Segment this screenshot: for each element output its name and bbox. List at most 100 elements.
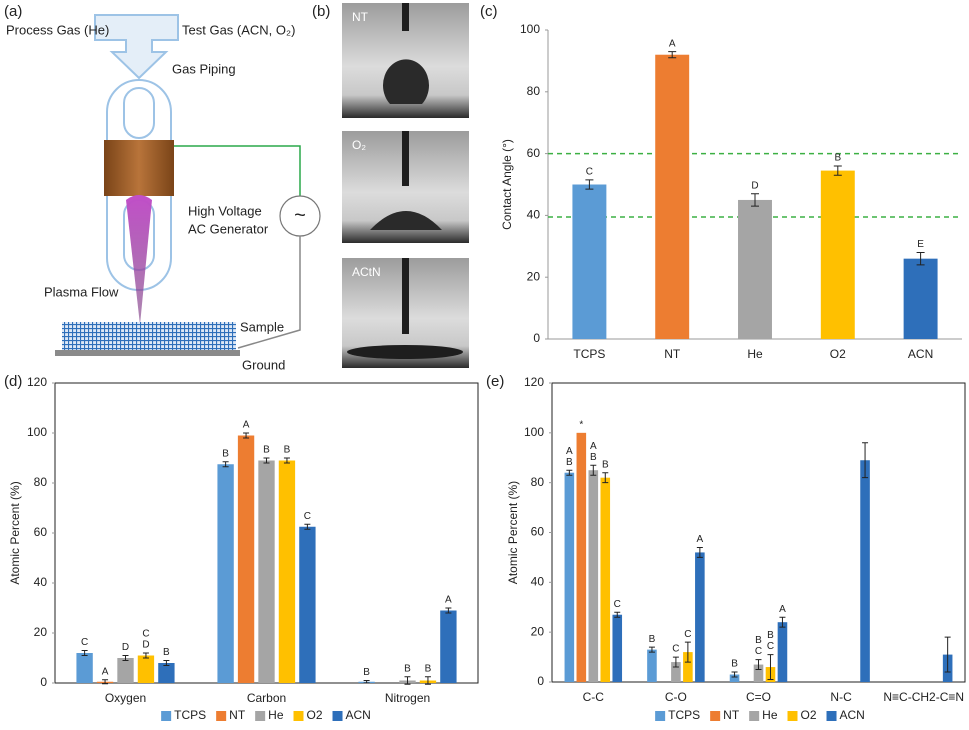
significance-label: B — [767, 630, 774, 641]
legend-label: ACN — [840, 708, 865, 722]
significance-label: * — [579, 419, 583, 430]
significance-label: C — [672, 644, 679, 655]
error-bar — [102, 679, 109, 685]
panel-label: (b) — [312, 3, 330, 20]
significance-label: A — [102, 666, 109, 677]
x-tick-label: TCPS — [573, 347, 605, 361]
significance-label: E — [917, 239, 924, 250]
bar — [777, 622, 788, 682]
error-bar — [122, 655, 129, 661]
legend-swatch — [749, 711, 760, 721]
error-bar — [424, 676, 431, 685]
significance-label: D — [142, 640, 149, 651]
x-tick-label: O2 — [830, 347, 846, 361]
error-bar — [585, 179, 594, 190]
legend-label: TCPS — [668, 708, 700, 722]
error-bar — [222, 461, 229, 468]
error-bar — [404, 676, 411, 685]
error-bar — [684, 641, 691, 663]
droplet — [347, 345, 463, 359]
bar — [753, 664, 764, 682]
bar — [738, 199, 772, 339]
bar — [647, 649, 657, 682]
significance-label: B — [404, 663, 411, 674]
significance-label: B — [263, 445, 270, 456]
y-tick-label: 40 — [527, 208, 541, 222]
error-bar — [668, 51, 677, 59]
label: High Voltage — [188, 203, 262, 218]
significance-label: B — [755, 635, 762, 646]
legend-label: ACN — [346, 708, 371, 722]
significance-label: A — [445, 595, 452, 606]
error-bar — [755, 659, 762, 671]
error-bar — [566, 469, 573, 476]
y-tick-label: 80 — [34, 475, 48, 489]
y-tick-label: 60 — [527, 146, 541, 160]
x-tick-label: Nitrogen — [385, 691, 430, 705]
bar — [820, 170, 855, 339]
legend: TCPS NT He O2 ACN — [161, 708, 371, 722]
needle — [402, 3, 409, 31]
legend-swatch — [161, 711, 172, 721]
x-tick-label: C-O — [665, 690, 687, 704]
y-tick-label: 20 — [527, 269, 541, 283]
x-tick-label: Carbon — [247, 691, 286, 705]
droplet — [370, 211, 442, 230]
bar — [572, 184, 607, 339]
panel-label: (a) — [4, 3, 22, 20]
bar — [695, 552, 705, 682]
label: Gas Piping — [172, 61, 236, 76]
legend-swatch — [255, 711, 266, 721]
significance-label: C — [304, 511, 311, 522]
error-bar — [142, 652, 149, 659]
bar — [655, 54, 690, 339]
error-bar — [614, 611, 621, 618]
y-axis-label: Atomic Percent (%) — [8, 481, 22, 584]
significance-label: B — [834, 153, 841, 164]
plasma-diagram: (a) Process Gas (He) Test Gas (ACN, O₂) … — [4, 3, 321, 372]
x-tick-label: He — [747, 347, 763, 361]
y-tick-label: 120 — [524, 375, 544, 389]
ac-symbol: ~ — [294, 204, 306, 226]
bar — [671, 662, 681, 682]
error-bar — [243, 432, 250, 439]
bar — [117, 658, 134, 683]
significance-label: C — [81, 637, 88, 648]
photo-label: ACtN — [352, 265, 381, 279]
label: Sample — [240, 319, 284, 334]
bar — [299, 526, 316, 683]
error-bar — [602, 472, 609, 484]
y-tick-label: 40 — [531, 575, 545, 589]
significance-label: C — [614, 599, 621, 610]
y-tick-label: 0 — [537, 674, 544, 688]
y-axis-label: Contact Angle (°) — [500, 139, 514, 230]
error-bar — [779, 616, 786, 628]
wire — [174, 145, 301, 196]
legend: TCPS NT He O2 ACN — [655, 708, 865, 722]
gas-pipe — [94, 14, 179, 80]
bar — [278, 460, 296, 683]
photo-label: NT — [352, 10, 369, 24]
error-bar — [304, 523, 311, 530]
significance-label: B — [163, 647, 170, 658]
significance-label: B — [649, 634, 656, 645]
y-tick-label: 40 — [34, 575, 48, 589]
bar — [158, 663, 175, 683]
significance-label: B — [731, 659, 738, 670]
panel-label: (e) — [486, 373, 504, 390]
significance-label: B — [602, 459, 609, 470]
legend-swatch — [332, 711, 343, 721]
y-tick-label: 0 — [533, 331, 540, 345]
photo-label: O₂ — [352, 138, 366, 152]
legend-swatch — [826, 711, 837, 721]
error-bar — [283, 457, 290, 464]
y-tick-label: 20 — [34, 625, 48, 639]
droplet-photos: (b) NT O₂ ACtN — [312, 3, 469, 368]
sample — [62, 322, 236, 350]
needle — [402, 258, 409, 334]
error-bar — [263, 457, 270, 464]
error-bar — [916, 251, 925, 266]
error-bar — [672, 656, 679, 668]
x-tick-label: Oxygen — [105, 691, 146, 705]
